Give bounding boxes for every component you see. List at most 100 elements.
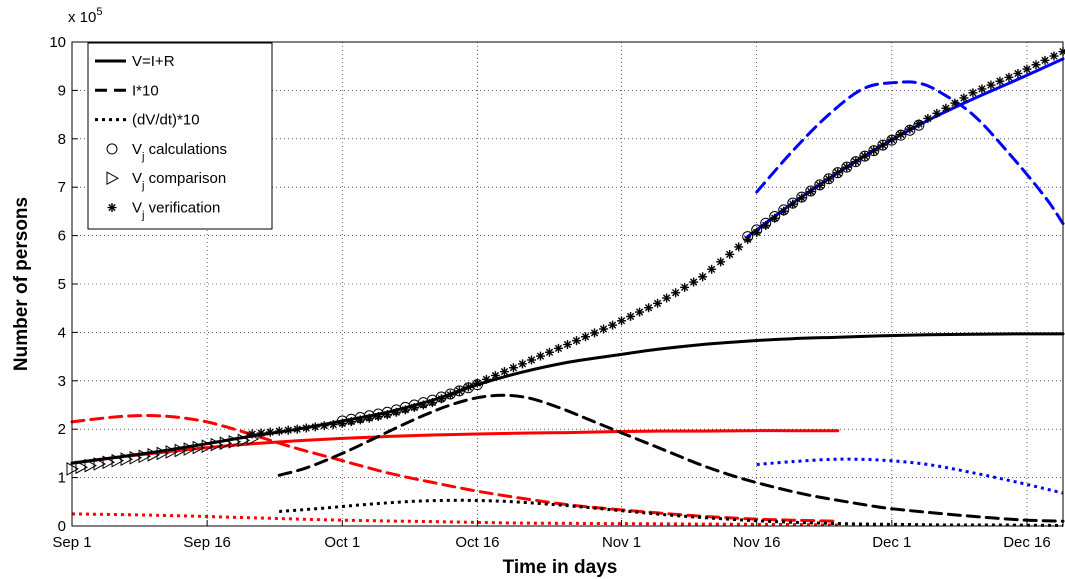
- marker-circle: [886, 134, 898, 146]
- marker-star: [887, 135, 897, 145]
- marker-star: [851, 157, 861, 167]
- y-tick-label: 6: [58, 228, 66, 245]
- series-line-red-dashed: [70, 414, 840, 523]
- marker-star: [301, 423, 311, 433]
- marker-star: [626, 311, 636, 321]
- marker-triangle: [93, 457, 107, 471]
- marker-star: [860, 151, 870, 161]
- marker-star: [346, 417, 356, 427]
- marker-star: [725, 249, 735, 259]
- marker-triangle: [201, 439, 215, 453]
- marker-star: [373, 411, 383, 421]
- marker-star: [481, 374, 491, 384]
- marker-star: [779, 206, 789, 216]
- marker-star: [689, 277, 699, 287]
- y-tick-label: 0: [58, 518, 66, 535]
- marker-star: [544, 347, 554, 357]
- marker-star: [932, 108, 942, 118]
- marker-star: [310, 422, 320, 432]
- marker-star: [274, 426, 284, 436]
- marker-circle: [877, 139, 889, 151]
- marker-star: [247, 429, 257, 439]
- marker-star: [842, 162, 852, 172]
- marker-star: [941, 103, 951, 113]
- x-tick-label: Sep 16: [183, 534, 231, 551]
- legend-marker-circle: [106, 143, 118, 155]
- marker-star: [716, 257, 726, 267]
- marker-star: [1040, 55, 1050, 65]
- marker-star: [788, 199, 798, 209]
- marker-triangle: [129, 450, 143, 465]
- marker-star: [472, 378, 482, 388]
- marker-triangle: [102, 455, 116, 470]
- marker-star: [517, 359, 527, 369]
- marker-star: [535, 351, 545, 361]
- marker-star: [995, 76, 1005, 86]
- marker-triangle: [174, 443, 188, 458]
- y-tick-label: 10: [49, 34, 66, 51]
- x-tick-label: Oct 16: [455, 534, 499, 551]
- marker-star: [382, 410, 392, 420]
- x-tick-label: Dec 1: [872, 534, 911, 551]
- marker-circle: [841, 161, 853, 173]
- marker-triangle: [192, 440, 206, 455]
- marker-triangle: [165, 445, 179, 459]
- x-axis-title: Time in days: [503, 557, 618, 578]
- marker-star: [707, 264, 717, 274]
- marker-star: [869, 146, 879, 156]
- y-tick-label: 8: [58, 131, 66, 148]
- marker-star: [256, 428, 266, 438]
- y-tick-label: 1: [58, 470, 66, 487]
- marker-star: [680, 282, 690, 292]
- marker-star: [644, 303, 654, 313]
- marker-star: [608, 320, 618, 330]
- marker-star: [553, 343, 563, 353]
- marker-star: [761, 220, 771, 230]
- y-tick-label: 5: [58, 276, 66, 293]
- marker-triangle: [147, 448, 161, 462]
- legend: V=I+R I*10 (dV/dt)*10 Vj calculations Vj com…: [87, 42, 273, 230]
- legend-label: Vj verification: [132, 200, 220, 222]
- y-multiplier: x 105: [68, 6, 102, 26]
- marker-star: [418, 400, 428, 410]
- marker-triangle: [84, 458, 98, 473]
- x-tick-label: Sep 1: [52, 534, 91, 551]
- legend-label: (dV/dt)*10: [132, 112, 200, 129]
- marker-star: [923, 113, 933, 123]
- marker-star: [698, 272, 708, 282]
- legend-label: Vj comparison: [132, 170, 226, 192]
- marker-star: [454, 386, 464, 396]
- marker-star: [752, 227, 762, 237]
- marker-star: [436, 394, 446, 404]
- marker-triangle: [120, 452, 134, 467]
- marker-star: [806, 187, 816, 197]
- marker-star: [400, 405, 410, 415]
- marker-star: [1013, 68, 1023, 78]
- legend-label: I*10: [132, 82, 159, 99]
- marker-star: [617, 316, 627, 326]
- marker-star: [797, 193, 807, 203]
- marker-triangle: [138, 449, 152, 464]
- marker-triangle: [228, 434, 242, 449]
- marker-triangle: [111, 453, 125, 468]
- marker-star: [508, 363, 518, 373]
- marker-star: [914, 119, 924, 129]
- y-tick-label: 2: [58, 421, 66, 438]
- marker-circle: [868, 145, 880, 157]
- series-line-blue-dotted: [756, 457, 1064, 495]
- marker-star: [355, 415, 365, 425]
- axes: 0 1 2 3 4 5 6 7 8 9 10 Sep 1 Sep 16 Oct 1 Oct 16 Nov 1 N…: [49, 34, 1050, 551]
- marker-star: [283, 425, 293, 435]
- marker-star: [328, 420, 338, 430]
- marker-star: [391, 407, 401, 417]
- marker-star: [986, 80, 996, 90]
- x-tick-label: Dec 16: [1003, 534, 1051, 551]
- marker-star: [445, 390, 455, 400]
- marker-star: [878, 140, 888, 150]
- marker-star: [265, 427, 275, 437]
- marker-triangle: [210, 437, 224, 452]
- marker-star: [1004, 72, 1014, 82]
- marker-star: [364, 413, 374, 423]
- marker-star: [490, 370, 500, 380]
